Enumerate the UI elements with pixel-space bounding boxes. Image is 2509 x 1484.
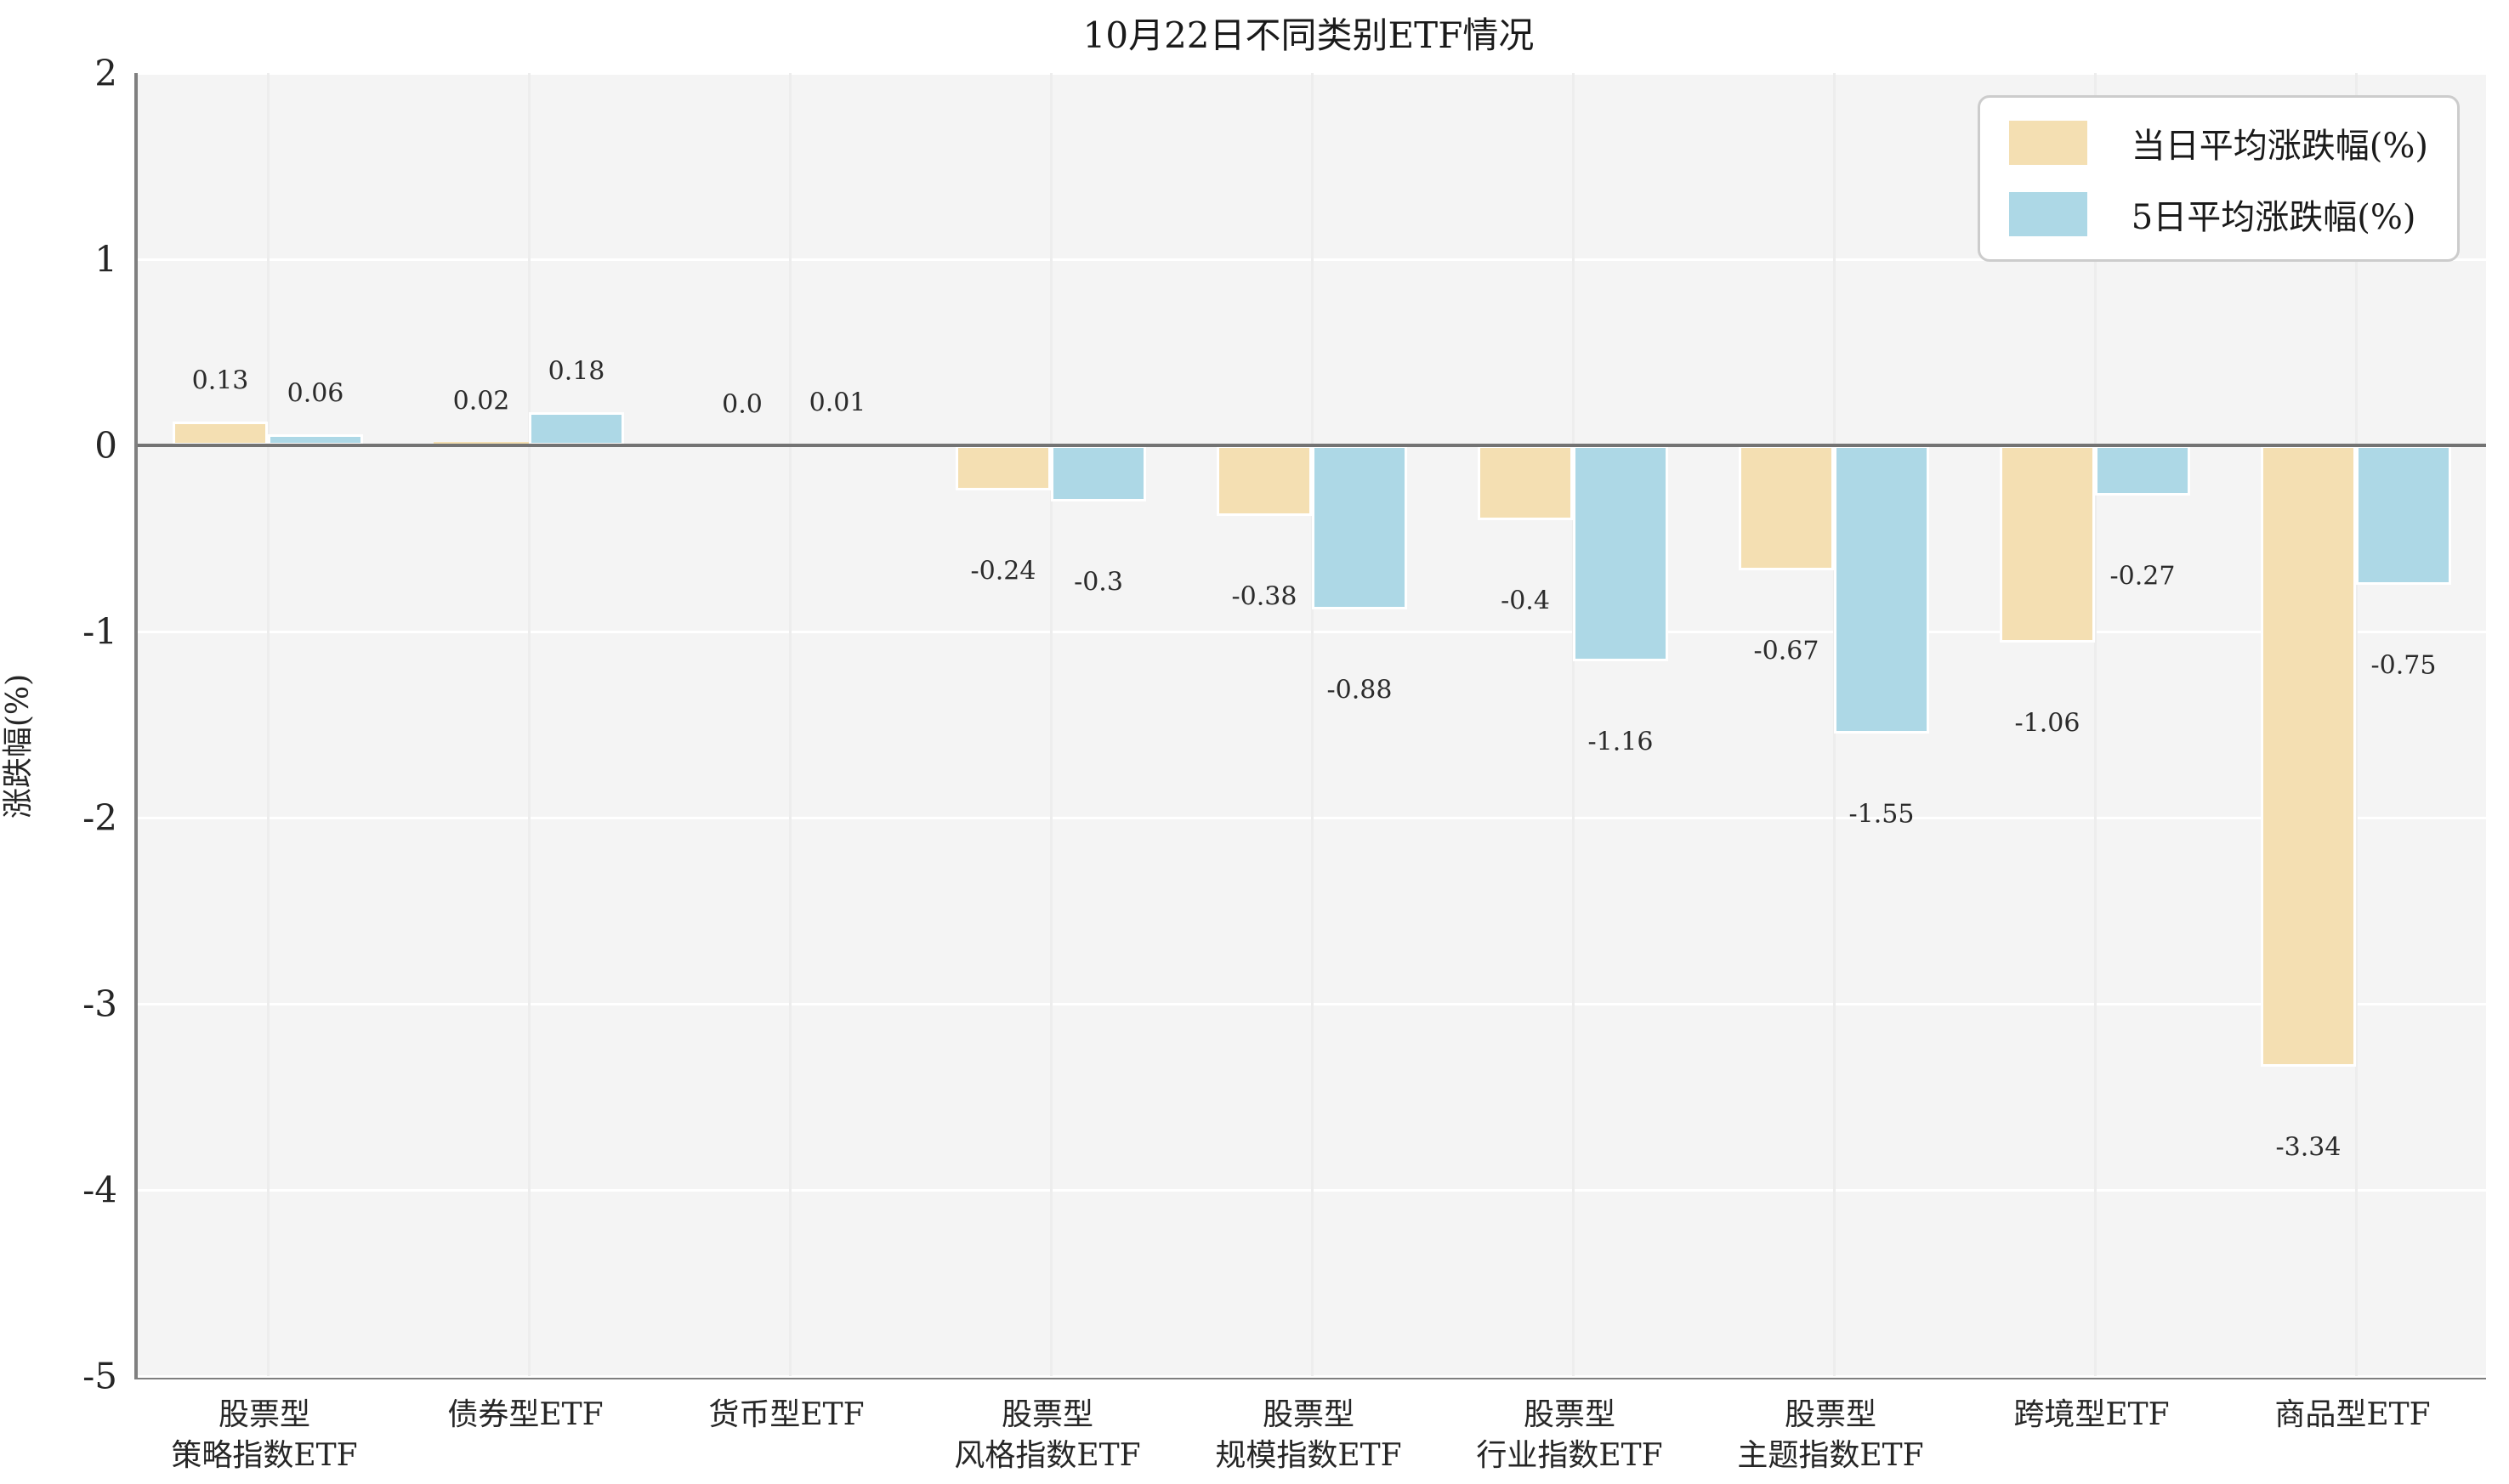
legend-entry-daily: 当日平均涨跌幅(%) [2008, 118, 2428, 167]
bar-value-label: -0.38 [1231, 581, 1297, 612]
bar-value-label: -3.34 [2275, 1132, 2342, 1163]
bar-value-label: 0.02 [452, 386, 510, 416]
legend-label-daily: 当日平均涨跌幅(%) [2131, 127, 2428, 166]
bar-value-label: 0.13 [191, 365, 249, 396]
y-tick-label: 0 [94, 424, 117, 467]
x-tick-label: 债券型ETF [447, 1397, 604, 1432]
x-tick-label: 股票型 行业指数ETF [1476, 1397, 1663, 1473]
bar-daily [2000, 445, 2095, 643]
y-tick-label: -2 [82, 796, 117, 839]
bar-daily [1478, 445, 1573, 520]
bar-value-label: -1.06 [2014, 708, 2080, 739]
bar-value-label: -1.16 [1587, 727, 1654, 757]
gridline-vertical [528, 73, 531, 1376]
y-tick-label: 2 [94, 52, 117, 94]
gridline-vertical [2094, 73, 2097, 1376]
gridline-vertical [789, 73, 792, 1376]
bar-value-label: -0.4 [1501, 586, 1550, 616]
y-tick-label: -1 [82, 610, 117, 653]
gridline-vertical [2355, 73, 2358, 1376]
gridline-vertical [1050, 73, 1053, 1376]
legend-label-5day: 5日平均涨跌幅(%) [2131, 198, 2416, 237]
bar-5day [2095, 445, 2190, 496]
bar-value-label: -0.3 [1074, 567, 1123, 598]
gridline-vertical [1572, 73, 1575, 1376]
bar-5day [1834, 445, 1929, 734]
chart-title: 10月22日不同类别ETF情况 [1082, 14, 1535, 56]
gridline-horizontal [138, 1375, 2486, 1378]
bar-value-label: 0.01 [809, 388, 866, 418]
plot-area: 0.13 0.02 0.0 -0.24 -0.38 -0.4 -0.67 -1.06 -3.34… [134, 72, 2486, 1379]
bar-value-label: -0.75 [2370, 650, 2437, 681]
bar-value-label: -0.24 [970, 556, 1036, 586]
bar-daily [956, 445, 1051, 490]
x-tick-label: 股票型 主题指数ETF [1737, 1397, 1924, 1473]
legend: 当日平均涨跌幅(%) 5日平均涨跌幅(%) [1977, 95, 2460, 262]
x-tick-label: 货币型ETF [708, 1397, 865, 1432]
x-tick-label: 股票型 风格指数ETF [954, 1397, 1141, 1473]
bar-daily [1217, 445, 1312, 516]
x-tick-label: 商品型ETF [2274, 1397, 2431, 1432]
bar-5day [529, 412, 624, 445]
x-tick-label: 股票型 规模指数ETF [1215, 1397, 1402, 1473]
y-tick-label: -4 [82, 1169, 117, 1211]
gridline-vertical [1311, 73, 1314, 1376]
bar-daily [1739, 445, 1834, 570]
legend-swatch-5day [2008, 192, 2087, 236]
bar-value-label: 0.0 [722, 389, 763, 420]
bar-5day [2356, 445, 2451, 585]
zero-baseline [138, 444, 2486, 447]
y-tick-label: 1 [94, 238, 117, 280]
bar-5day [1312, 445, 1407, 609]
legend-swatch-daily [2008, 121, 2087, 165]
bar-daily [173, 422, 268, 445]
bar-5day [1051, 445, 1146, 501]
x-tick-label: 跨境型ETF [2013, 1397, 2170, 1432]
y-tick-label: -5 [82, 1355, 117, 1397]
bar-value-label: -0.67 [1753, 636, 1819, 666]
x-tick-label: 股票型 策略指数ETF [171, 1397, 358, 1473]
bar-value-label: -1.55 [1848, 799, 1915, 830]
bar-value-label: 0.18 [548, 356, 605, 387]
bar-value-label: -0.88 [1326, 675, 1393, 705]
y-tick-label: -3 [82, 983, 117, 1025]
bar-value-label: 0.06 [287, 378, 344, 409]
legend-entry-5day: 5日平均涨跌幅(%) [2008, 190, 2428, 239]
gridline-vertical [267, 73, 270, 1376]
bar-value-label: -0.27 [2109, 561, 2176, 592]
bar-5day [1573, 445, 1668, 661]
bar-daily [2261, 445, 2356, 1067]
